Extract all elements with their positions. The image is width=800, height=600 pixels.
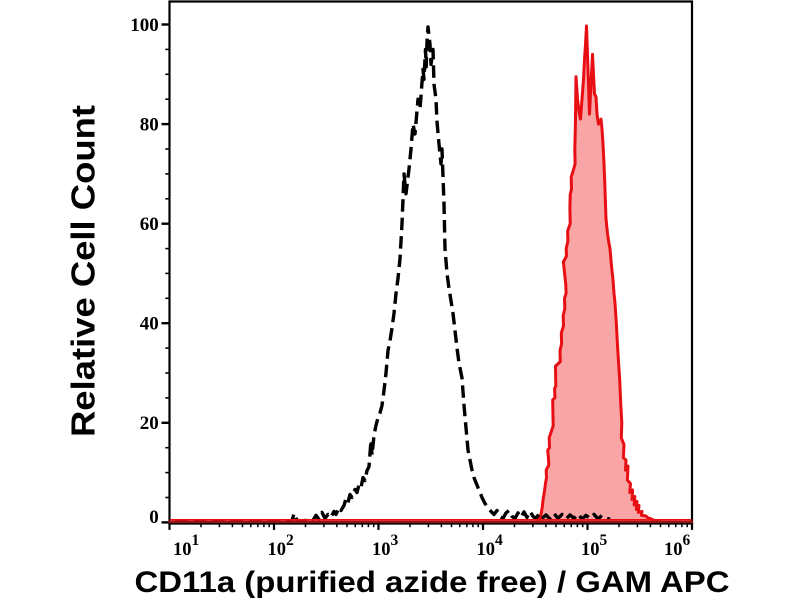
svg-text:0: 0 [149,507,159,528]
svg-text:40: 40 [140,314,159,335]
svg-text:60: 60 [140,214,159,235]
svg-text:80: 80 [140,114,159,135]
svg-text:20: 20 [140,413,159,434]
svg-text:CD11a (purified azide free) /: CD11a (purified azide free) / GAM APC [135,566,730,599]
svg-text:100: 100 [130,15,159,36]
svg-text:Relative Cell Count: Relative Cell Count [65,105,102,437]
